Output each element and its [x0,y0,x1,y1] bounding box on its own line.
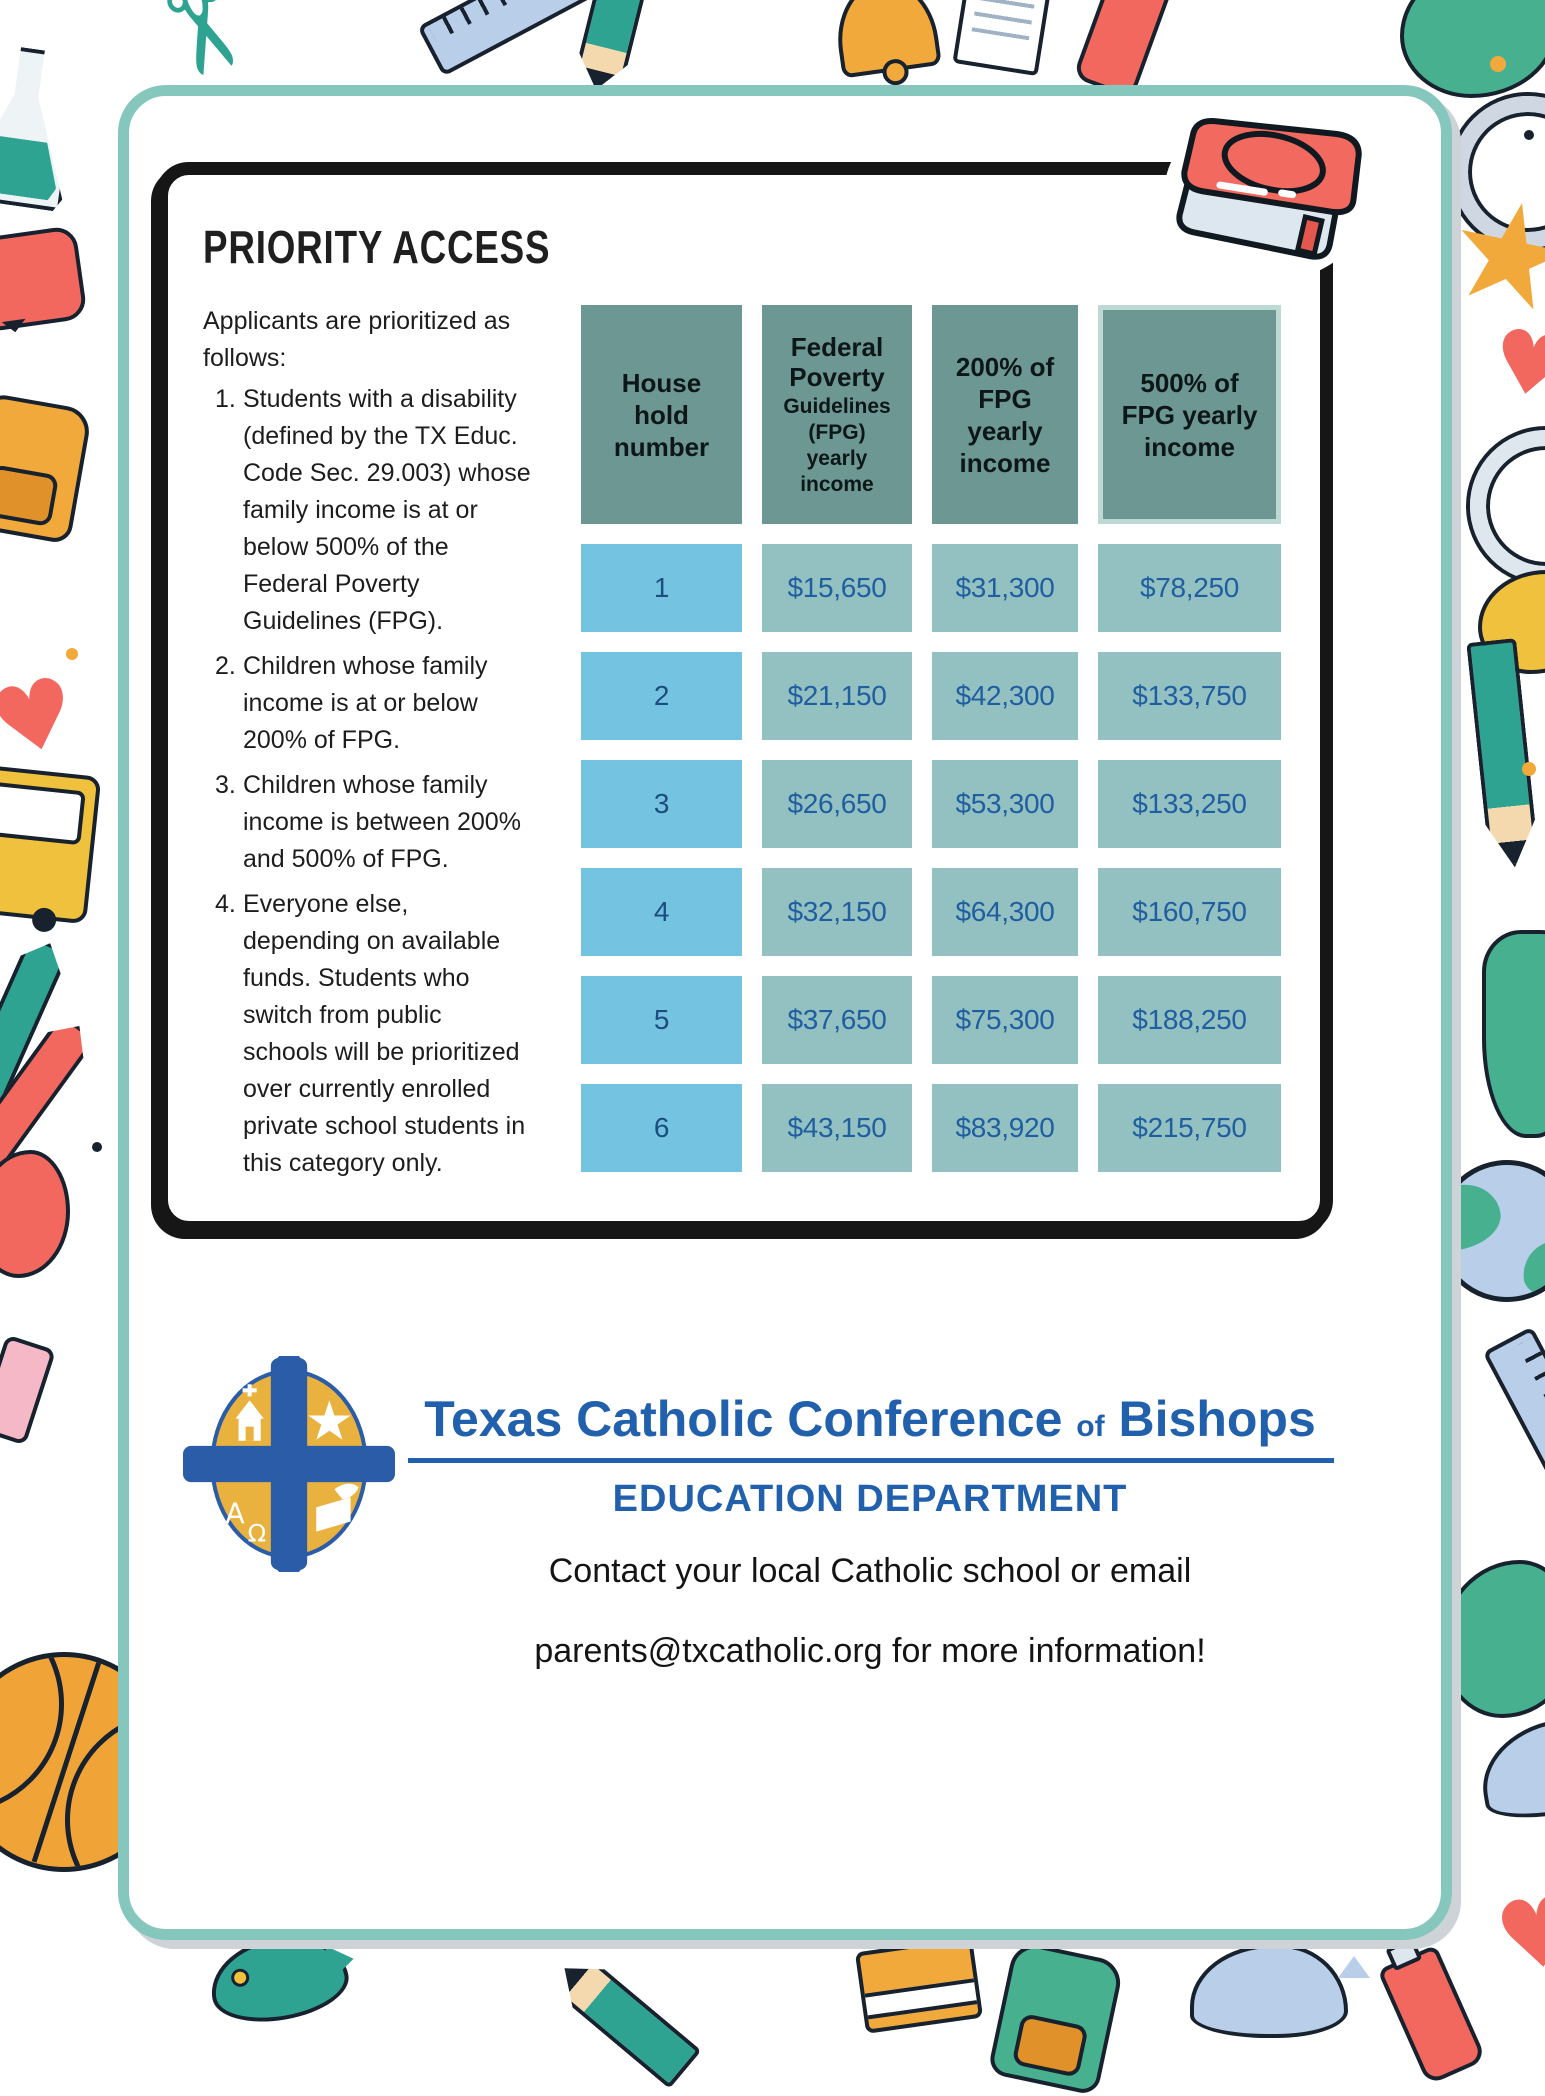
household-number-cell: 2 [581,652,742,740]
paint-tube-icon [1377,1944,1487,2086]
org-name-of: of [1076,1410,1105,1443]
heart-icon: ♥ [0,655,89,782]
fpg-200-income-cell: $53,300 [932,760,1078,848]
page-title: PRIORITY ACCESS [203,221,551,273]
backpack-icon [0,391,93,545]
fpg-500-income-cell: $215,750 [1098,1084,1281,1172]
list-item-text: Everyone else, depending on available fu… [243,890,526,1177]
logo-omega: Ω [248,1520,267,1548]
fpg-income-cell: $32,150 [762,868,912,956]
fpg-500-income-cell: $133,250 [1098,760,1281,848]
priority-list-item: 2. Children whose family income is at or… [203,648,588,759]
notebook-icon [854,1936,984,2034]
fpg-200-income-cell: $42,300 [932,652,1078,740]
slime-icon [1440,1560,1545,1718]
tccb-logo: Α Ω [183,1356,395,1572]
list-item-text: Children whose family income is at or be… [243,652,488,754]
ruler-icon [417,0,601,77]
paper-icon [952,0,1054,77]
department-name: EDUCATION DEPARTMENT [612,1478,1128,1520]
household-number-cell: 1 [581,544,742,632]
heart-icon: ♥ [1488,1872,1545,1996]
fpg-500-header: 500% of FPG yearly income [1098,305,1281,524]
accent-dot [1490,56,1506,72]
organization-name: Texas Catholic Conference of Bishops [400,1390,1340,1448]
bag-icon [987,1939,1125,2096]
bubble-icon [1473,1706,1545,1828]
fpg-header: Federal Poverty Guidelines (FPG) yearly … [762,305,912,524]
accent-dot [1524,130,1534,140]
fpg-200-income-cell: $83,920 [932,1084,1078,1172]
accent-dot [66,648,78,660]
fpg-header-main: Federal Poverty [789,331,885,392]
list-item-number: 1. [215,385,236,413]
household-number-header: House hold number [581,305,742,524]
eraser-icon [0,1334,57,1446]
logo-dove-icon [316,1483,359,1532]
fpg-500-income-cell: $78,250 [1098,544,1281,632]
ruler-icon [1482,1326,1545,1510]
priority-list-item: 3. Children whose family income is betwe… [203,767,588,878]
flask-icon [0,42,83,212]
fpg-200-income-cell: $31,300 [932,544,1078,632]
pencil-icon [548,1949,701,2089]
list-item-number: 2. [215,652,236,680]
list-item-text: Children whose family income is between … [243,771,521,873]
fpg-200-header: 200% of FPG yearly income [932,305,1078,524]
red-book-icon [1164,106,1372,282]
fpg-income-cell: $15,650 [762,544,912,632]
logo-church-icon [235,1384,264,1441]
fpg-header-sub: Guidelines (FPG) yearly income [783,394,891,496]
basketball-seam [31,1661,102,1863]
paint-blob-icon [0,1150,70,1278]
fpg-200-income-cell: $75,300 [932,976,1078,1064]
priority-list-item: 4. Everyone else, depending on available… [203,886,588,1182]
accent-dot [92,1142,102,1152]
slime-icon [1400,0,1545,98]
intro-text: Applicants are prioritized as follows: [203,307,511,372]
org-name-part2: Bishops [1118,1391,1316,1447]
divider-rule [408,1458,1334,1463]
org-name-part1: Texas Catholic Conference [424,1391,1063,1447]
household-number-cell: 4 [581,868,742,956]
fpg-500-income-cell: $160,750 [1098,868,1281,956]
household-number-cell: 6 [581,1084,742,1172]
logo-alpha: Α [225,1498,245,1531]
accent-dot [1522,762,1536,776]
fpg-500-income-cell: $188,250 [1098,976,1281,1064]
contact-line-2: parents@txcatholic.org for more informat… [534,1632,1206,1670]
household-number-cell: 3 [581,760,742,848]
fpg-income-cell: $21,150 [762,652,912,740]
pencil-icon [572,0,659,96]
fish-icon [203,1926,355,2032]
bottle-icon [1482,930,1545,1138]
whale-icon [1190,1944,1370,2038]
priority-list-item: 1. Students with a disability (defined b… [203,381,588,640]
household-number-cell: 5 [581,976,742,1064]
fpg-200-income-cell: $64,300 [932,868,1078,956]
list-item-text: Students with a disability (defined by t… [243,385,531,635]
income-table: House hold number Federal Poverty Guidel… [581,305,1281,1172]
priority-list: 1. Students with a disability (defined b… [203,381,588,1190]
list-item-number: 3. [215,771,236,799]
fpg-income-cell: $26,650 [762,760,912,848]
fpg-500-income-cell: $133,750 [1098,652,1281,740]
school-bus-icon [0,763,102,925]
bell-icon [830,0,942,79]
logo-star-icon [308,1400,351,1440]
jump-rope-icon [1470,430,1545,582]
fpg-income-cell: $37,650 [762,976,912,1064]
contact-line-1: Contact your local Catholic school or em… [548,1552,1192,1590]
scissors-icon: ✂ [119,0,283,100]
fpg-income-cell: $43,150 [762,1084,912,1172]
speech-bubble-icon [0,224,89,334]
list-item-number: 4. [215,890,236,918]
